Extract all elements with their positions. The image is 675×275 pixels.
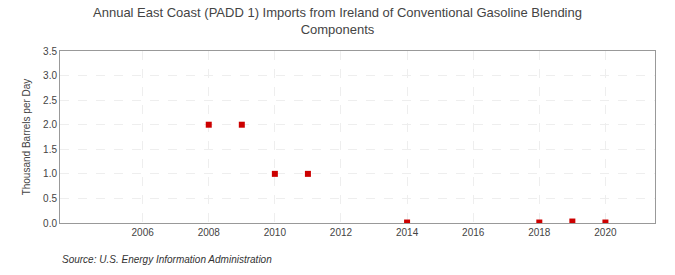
svg-text:1.0: 1.0 [43,168,57,179]
svg-text:2.5: 2.5 [43,95,57,106]
svg-text:2018: 2018 [528,227,551,238]
svg-text:2008: 2008 [198,227,221,238]
svg-text:Annual East Coast (PADD 1) Imp: Annual East Coast (PADD 1) Imports from … [93,5,582,37]
svg-text:1.5: 1.5 [43,144,57,155]
svg-text:2006: 2006 [132,227,155,238]
svg-text:3.0: 3.0 [43,70,57,81]
svg-text:2016: 2016 [462,227,485,238]
svg-text:3.5: 3.5 [43,46,57,57]
svg-text:0.0: 0.0 [43,218,57,229]
svg-text:2012: 2012 [330,227,353,238]
svg-text:2.0: 2.0 [43,119,57,130]
svg-text:Source: U.S. Energy Informatio: Source: U.S. Energy Information Administ… [62,254,272,265]
svg-text:2014: 2014 [396,227,419,238]
svg-text:Thousand Barrels per Day: Thousand Barrels per Day [21,79,32,196]
svg-text:2020: 2020 [594,227,617,238]
svg-text:2010: 2010 [264,227,287,238]
svg-text:0.5: 0.5 [43,193,57,204]
